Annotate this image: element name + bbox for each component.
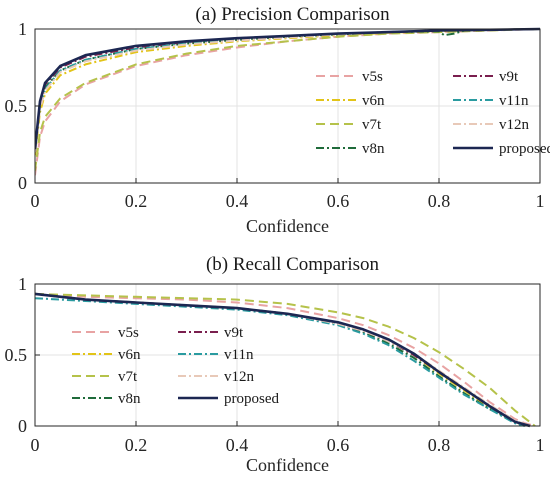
x-axis-label: Confidence bbox=[246, 455, 329, 475]
chart-title: (a) Precision Comparison bbox=[195, 4, 390, 25]
legend-label-v7t: v7t bbox=[362, 117, 382, 133]
x-tick-label: 0.6 bbox=[327, 435, 350, 455]
y-tick-label: 0.5 bbox=[5, 96, 28, 116]
x-tick-label: 0.8 bbox=[428, 191, 451, 211]
x-tick-label: 0.6 bbox=[327, 191, 350, 211]
x-tick-label: 0 bbox=[31, 435, 40, 455]
y-tick-label: 0.5 bbox=[5, 345, 28, 365]
y-tick-label: 0 bbox=[18, 173, 27, 193]
x-tick-label: 0.4 bbox=[226, 435, 249, 455]
legend: v5s v6n v7t v8n v9t v11n v12n proposed bbox=[316, 69, 550, 157]
y-tick-label: 1 bbox=[18, 274, 27, 294]
legend-label-v9t: v9t bbox=[224, 325, 244, 341]
legend: v5s v6n v7t v8n v9t v11n v12n proposed bbox=[72, 325, 279, 407]
x-tick-label: 0 bbox=[31, 191, 40, 211]
legend-label-v11n: v11n bbox=[499, 93, 529, 109]
legend-label-v9t: v9t bbox=[499, 69, 519, 85]
legend-label-proposed: proposed bbox=[224, 391, 279, 407]
x-tick-label: 0.4 bbox=[226, 191, 249, 211]
x-tick-label: 1 bbox=[536, 435, 545, 455]
legend-label-proposed: proposed bbox=[499, 141, 550, 157]
legend-label-v6n: v6n bbox=[118, 347, 141, 363]
legend-label-v8n: v8n bbox=[118, 391, 141, 407]
legend-label-v11n: v11n bbox=[224, 347, 254, 363]
series-line-v8n bbox=[35, 28, 540, 153]
precision-panel: (a) Precision Comparison 0 0.2 0.4 0.6 0.8 1 0 0… bbox=[5, 4, 550, 236]
series-line-v7t bbox=[35, 28, 540, 171]
legend-label-v12n: v12n bbox=[224, 369, 255, 385]
series-line-v7t bbox=[35, 292, 536, 427]
legend-label-v5s: v5s bbox=[118, 325, 139, 341]
x-tick-label: 0.8 bbox=[428, 435, 451, 455]
series-line-v11n bbox=[35, 297, 526, 427]
x-axis-label: Confidence bbox=[246, 216, 329, 236]
legend-label-v5s: v5s bbox=[362, 69, 383, 85]
series-line-proposed bbox=[35, 27, 540, 150]
y-tick-label: 1 bbox=[18, 19, 27, 39]
x-tick-label: 0.2 bbox=[125, 191, 148, 211]
chart-title: (b) Recall Comparison bbox=[206, 254, 380, 275]
series-line-v5s bbox=[35, 28, 540, 176]
x-tick-label: 1 bbox=[536, 191, 545, 211]
legend-label-v6n: v6n bbox=[362, 93, 385, 109]
legend-label-v8n: v8n bbox=[362, 141, 385, 157]
legend-label-v7t: v7t bbox=[118, 369, 138, 385]
y-tick-label: 0 bbox=[18, 416, 27, 436]
legend-label-v12n: v12n bbox=[499, 117, 530, 133]
series-line-v5s bbox=[35, 292, 536, 427]
series-line-proposed bbox=[35, 292, 531, 428]
recall-panel: (b) Recall Comparison 0 0.2 0.4 0.6 0.8 1 0 0.5 1… bbox=[5, 254, 545, 475]
x-tick-label: 0.2 bbox=[125, 435, 148, 455]
